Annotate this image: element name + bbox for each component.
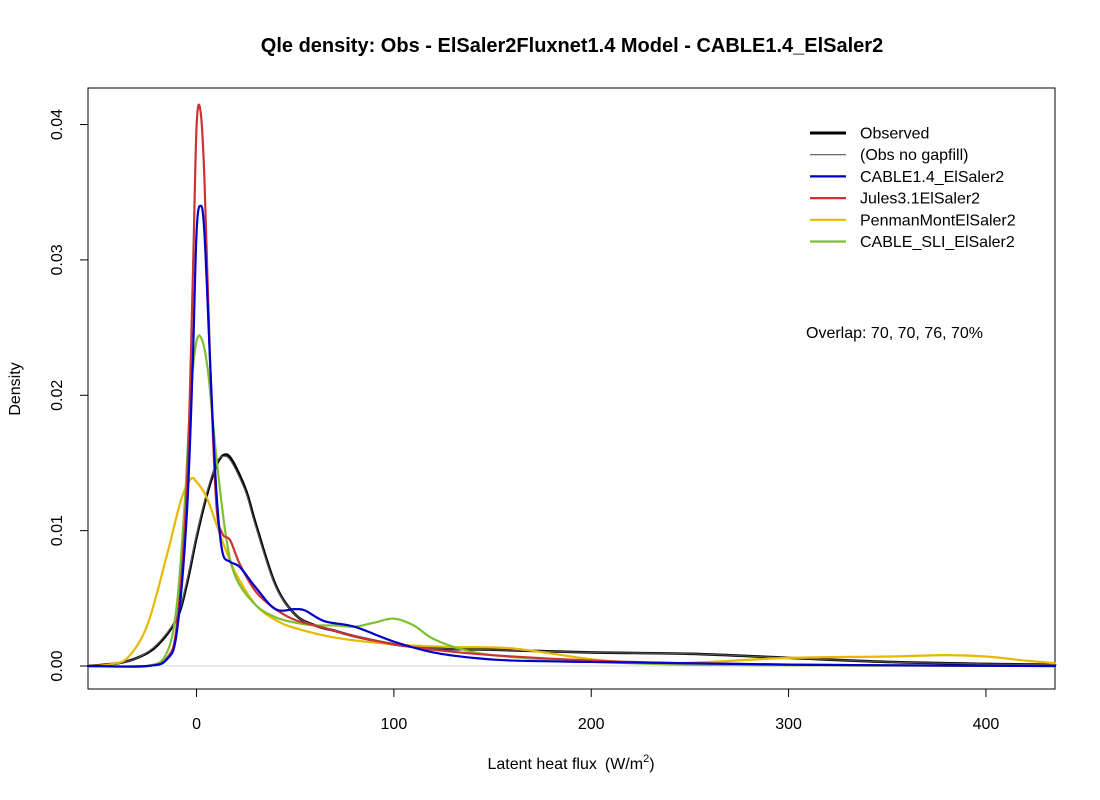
y-tick-label: 0.02 — [49, 380, 66, 411]
x-tick-label: 100 — [381, 716, 408, 733]
overlap-annotation: Overlap: 70, 70, 76, 70% — [806, 325, 983, 342]
legend-label: (Obs no gapfill) — [860, 147, 969, 164]
series-line-1 — [87, 455, 1056, 667]
x-axis-label-sup: 2 — [643, 753, 649, 765]
y-tick-label: 0.00 — [49, 650, 66, 681]
x-tick-label: 400 — [973, 716, 1000, 733]
x-axis-label: Latent heat flux (W/m2) — [487, 753, 654, 773]
legend-label: Observed — [860, 126, 929, 143]
y-tick-label: 0.01 — [49, 515, 66, 546]
series-layer — [86, 103, 1057, 669]
legend-label: CABLE_SLI_ElSaler2 — [860, 234, 1015, 251]
x-axis-label-close: ) — [649, 756, 654, 773]
series-line-3 — [86, 103, 1057, 668]
legend-label: CABLE1.4_ElSaler2 — [860, 169, 1004, 186]
legend-label: Jules3.1ElSaler2 — [860, 191, 980, 208]
legend-label: PenmanMontElSaler2 — [860, 212, 1016, 229]
x-tick-label: 200 — [578, 716, 605, 733]
y-axis-label: Density — [7, 362, 24, 415]
y-axis: 0.00 0.01 0.02 0.03 0.04 — [49, 109, 88, 682]
x-axis-label-units: (W/m — [605, 756, 643, 773]
y-tick-label: 0.04 — [49, 109, 66, 140]
series-line-0 — [86, 453, 1057, 668]
x-tick-label: 0 — [192, 716, 201, 733]
series-line-2 — [86, 204, 1057, 668]
chart-title: Qle density: Obs - ElSaler2Fluxnet1.4 Mo… — [261, 35, 883, 57]
series-line-5 — [86, 334, 1057, 669]
x-axis-label-text: Latent heat flux — [487, 756, 596, 773]
series-line-4 — [86, 476, 1057, 668]
y-tick-label: 0.03 — [49, 244, 66, 275]
plot-area-frame — [87, 87, 1056, 690]
x-tick-label: 300 — [775, 716, 802, 733]
x-axis: 0 100 200 300 400 — [192, 689, 999, 733]
legend: Observed (Obs no gapfill) CABLE1.4_ElSaler… — [810, 126, 1016, 251]
